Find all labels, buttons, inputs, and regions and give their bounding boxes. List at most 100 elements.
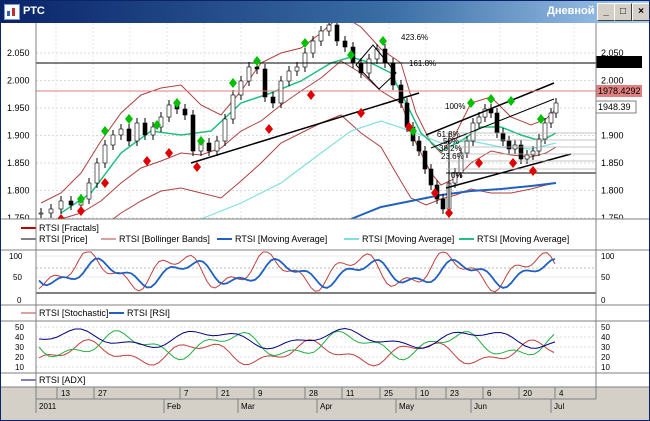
adx-legend: RTSI [ADX] bbox=[21, 375, 85, 385]
legend-ma-fast: RTSI [Moving Average] bbox=[477, 234, 569, 244]
adx-tick-right-0: 50 bbox=[601, 323, 610, 332]
fractal-up-marker bbox=[301, 38, 309, 48]
price-tick-left-0: 2.050 bbox=[7, 48, 30, 58]
adx-tick-left-0: 50 bbox=[15, 323, 24, 332]
window-title: РТС bbox=[23, 5, 45, 17]
price-candle-body bbox=[262, 68, 268, 98]
chart-area[interactable]: 2.0502.0502.0002.0001.9501.9501.9001.900… bbox=[1, 23, 649, 420]
day-tick-12: 4 bbox=[559, 389, 564, 398]
fractal-up-marker bbox=[537, 114, 545, 124]
minimize-button[interactable]: _ bbox=[597, 3, 615, 21]
timeframe-label[interactable]: Дневной bbox=[547, 5, 595, 17]
fib-label-4236: 423.6% bbox=[401, 33, 428, 42]
maximize-button[interactable]: □ bbox=[614, 3, 632, 21]
legend-fractals: RTSI [Fractals] bbox=[39, 223, 99, 233]
price-tick-right-4: 1.850 bbox=[601, 158, 624, 168]
price-tick-left-6: 1.750 bbox=[7, 213, 30, 223]
price-candle-body bbox=[238, 80, 244, 96]
price-candle-body bbox=[422, 150, 428, 170]
legend-ma-slow: RTSI [Moving Average] bbox=[235, 234, 327, 244]
fractal-down-marker bbox=[431, 188, 439, 198]
title-bar[interactable]: РТС Дневной _ □ × bbox=[1, 1, 649, 23]
price-candle-body bbox=[334, 24, 340, 42]
price-candle-body bbox=[506, 140, 512, 150]
adx-tick-left-3: 20 bbox=[15, 353, 24, 362]
price-candle-body bbox=[518, 144, 524, 160]
price-candle-body bbox=[246, 66, 252, 82]
stoch-legend: RTSI [Stochastic] RTSI [RSI] bbox=[21, 308, 170, 318]
stoch-tick-100: 100 bbox=[9, 252, 23, 261]
price-candle-body bbox=[182, 108, 188, 116]
price-tick-right-3: 1.900 bbox=[601, 131, 624, 141]
price-candle-body bbox=[94, 162, 100, 184]
fib-label-0: 0% bbox=[451, 171, 463, 180]
day-tick-3: 21 bbox=[221, 389, 230, 398]
price-candle-body bbox=[150, 126, 156, 136]
adx-line bbox=[38, 327, 556, 350]
price-panel[interactable] bbox=[36, 23, 596, 219]
price-candle-body bbox=[482, 108, 488, 118]
price-candle-body bbox=[326, 24, 332, 32]
fractal-up-marker bbox=[347, 50, 355, 60]
price-candle-body bbox=[310, 40, 316, 54]
adx-tick-right-1: 40 bbox=[601, 333, 610, 342]
adx-tick-right-4: 10 bbox=[601, 363, 610, 372]
adx-di-minus bbox=[38, 339, 555, 367]
price-candle-body bbox=[254, 66, 260, 70]
pattern-shape[interactable] bbox=[355, 44, 397, 90]
price-candle-body bbox=[548, 112, 554, 124]
fractal-down-marker bbox=[405, 122, 413, 132]
fib-label-50: 50% bbox=[443, 137, 459, 146]
stoch-tick-0-r: 0 bbox=[601, 296, 606, 305]
price-legend: RTSI [Fractals] RTSI [Price] RTSI [Bolli… bbox=[21, 223, 569, 244]
time-axis[interactable] bbox=[1, 387, 649, 420]
legend-rsi: RTSI [RSI] bbox=[127, 308, 170, 318]
day-tick-6: 11 bbox=[346, 389, 355, 398]
month-tick-4: May bbox=[399, 402, 414, 411]
price-candle-body bbox=[110, 134, 116, 146]
stoch-y-axis-left: 100 50 0 bbox=[9, 252, 23, 305]
day-tick-11: 20 bbox=[523, 389, 532, 398]
price-candle-body bbox=[166, 104, 172, 118]
channel-lower-line[interactable] bbox=[445, 153, 572, 189]
price-candle-body bbox=[230, 94, 236, 120]
price-candle-body bbox=[318, 30, 324, 42]
adx-tick-left-1: 40 bbox=[15, 333, 24, 342]
fractal-markers bbox=[57, 36, 545, 224]
price-candle-body bbox=[190, 114, 196, 152]
fractal-up-marker bbox=[101, 126, 109, 136]
bollinger-middle bbox=[41, 60, 557, 220]
readout-label-2: 1978.4292 bbox=[598, 86, 641, 96]
readout-price-1: 2027.9922 bbox=[596, 56, 642, 68]
fractal-down-marker bbox=[529, 166, 537, 176]
moving-average-slow bbox=[350, 182, 557, 220]
fib-label-1618: 161.8% bbox=[409, 59, 436, 68]
stoch-tick-0: 0 bbox=[17, 296, 22, 305]
price-tick-right-0: 2.050 bbox=[601, 48, 624, 58]
price-candle-body bbox=[222, 118, 228, 142]
readout-label-1: 2027.9922 bbox=[598, 57, 641, 67]
price-candle-body bbox=[68, 200, 74, 206]
price-candle-body bbox=[542, 122, 548, 140]
close-button[interactable]: × bbox=[632, 3, 649, 21]
fractal-down-marker bbox=[265, 124, 273, 134]
price-candle-body bbox=[270, 96, 276, 104]
adx-tick-right-2: 30 bbox=[601, 343, 610, 352]
price-candle-body bbox=[278, 80, 284, 104]
fractal-down-marker bbox=[307, 90, 315, 100]
price-tick-left-2: 1.950 bbox=[7, 103, 30, 113]
price-candle-body bbox=[553, 102, 559, 114]
fractal-up-marker bbox=[125, 114, 133, 124]
month-tick-5: Jun bbox=[474, 402, 487, 411]
price-candle-body bbox=[530, 150, 536, 156]
day-tick-8: 10 bbox=[420, 389, 429, 398]
fractal-up-marker bbox=[253, 56, 261, 66]
day-tick-5: 28 bbox=[309, 389, 318, 398]
stoch-tick-50-r: 50 bbox=[601, 273, 610, 282]
channel-upper-line[interactable] bbox=[425, 82, 555, 136]
price-candle-body bbox=[158, 116, 164, 128]
price-candle-body bbox=[494, 112, 500, 134]
trend-line-support[interactable] bbox=[190, 92, 420, 164]
